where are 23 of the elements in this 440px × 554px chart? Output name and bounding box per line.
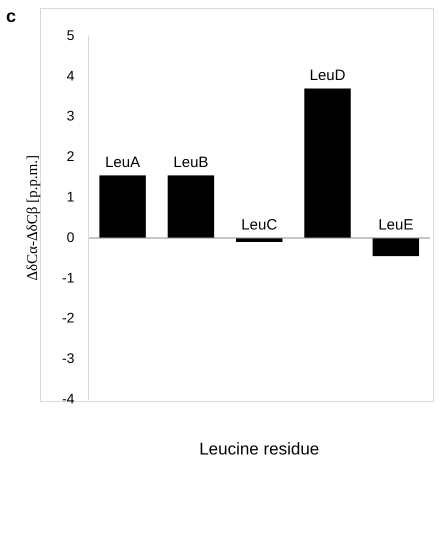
x-tick-label: LeuD [310,67,346,84]
y-tick-label: 2 [66,148,75,164]
bar [99,175,146,238]
y-tick-label: 0 [66,228,75,245]
y-axis-title: ΔδCα-ΔδCβ [p.p.m.] [24,155,41,281]
x-tick-label: LeuA [105,154,140,172]
y-tick-label: 1 [66,188,75,204]
bar [168,175,214,238]
y-tick-label: -1 [62,269,75,286]
y-tick-label: 3 [66,108,75,124]
y-tick-label: 4 [66,67,75,84]
x-tick-label: LeuB [173,154,208,172]
y-tick-label: -2 [62,310,75,326]
x-tick-label: LeuE [378,216,414,234]
bar [236,238,282,242]
x-tick-label: LeuC [241,216,278,234]
x-axis-title: Leucine residue [199,439,320,458]
y-tick-label: -3 [62,350,75,366]
bar [372,238,420,256]
y-tick-label: 5 [66,26,75,43]
text: c [6,6,16,27]
bar [304,88,351,238]
y-tick-label: -4 [62,390,75,406]
